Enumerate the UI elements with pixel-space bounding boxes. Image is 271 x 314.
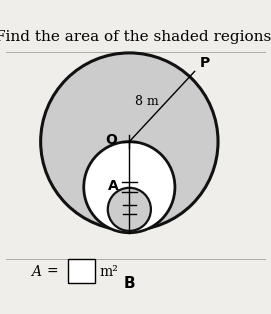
FancyBboxPatch shape [68, 259, 95, 283]
Text: O: O [105, 133, 117, 147]
Text: A: A [108, 179, 118, 193]
Text: =: = [47, 265, 59, 279]
Text: 8 m: 8 m [135, 95, 159, 108]
Text: B: B [124, 276, 135, 291]
Circle shape [84, 142, 175, 233]
Circle shape [41, 53, 218, 230]
Text: m²: m² [100, 265, 119, 279]
Text: Find the area of the shaded regions.: Find the area of the shaded regions. [0, 30, 271, 44]
Circle shape [108, 188, 151, 231]
Text: A: A [31, 265, 41, 279]
Text: P: P [199, 56, 210, 70]
